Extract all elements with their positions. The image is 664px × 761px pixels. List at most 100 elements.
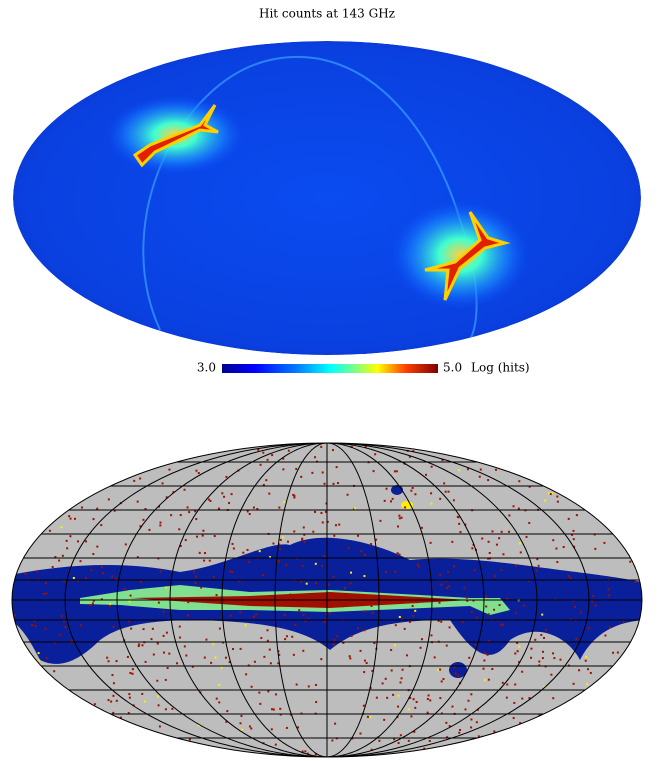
- speckle: [394, 571, 396, 573]
- speckle: [603, 542, 605, 544]
- speckle: [506, 697, 508, 699]
- speckle: [179, 626, 181, 628]
- figure: Hit counts at 143 GHz 3.0 5.0 Log (hits): [0, 0, 664, 761]
- speckle: [488, 679, 490, 681]
- speckle: [439, 498, 441, 500]
- speckle: [523, 605, 525, 607]
- speckle: [159, 725, 161, 727]
- speckle: [243, 603, 245, 605]
- speckle: [187, 614, 189, 616]
- speckle: [550, 674, 552, 676]
- speckle: [218, 684, 220, 686]
- speckle: [479, 476, 481, 478]
- speckle: [517, 650, 519, 652]
- speckle: [395, 624, 397, 626]
- speckle: [331, 739, 333, 741]
- speckle: [141, 693, 143, 695]
- speckle: [323, 555, 325, 557]
- speckle: [414, 610, 416, 612]
- speckle: [306, 583, 308, 585]
- speckle: [414, 493, 416, 495]
- speckle: [473, 569, 475, 571]
- speckle: [287, 541, 289, 543]
- speckle: [453, 565, 455, 567]
- speckle: [232, 543, 234, 545]
- speckle: [382, 682, 384, 684]
- speckle: [225, 476, 227, 478]
- speckle: [163, 635, 165, 637]
- speckle: [229, 570, 231, 572]
- speckle: [73, 577, 75, 579]
- speckle: [223, 496, 225, 498]
- speckle: [622, 620, 624, 622]
- speckle: [216, 698, 218, 700]
- speckle: [487, 654, 489, 656]
- speckle: [401, 517, 403, 519]
- speckle: [209, 560, 211, 562]
- speckle: [333, 639, 335, 641]
- speckle: [386, 697, 388, 699]
- speckle: [370, 603, 372, 605]
- speckle: [202, 530, 204, 532]
- speckle: [160, 522, 162, 524]
- speckle: [218, 508, 220, 510]
- speckle: [559, 659, 561, 661]
- speckle: [157, 695, 159, 697]
- speckle: [204, 657, 206, 659]
- speckle: [468, 657, 470, 659]
- speckle: [364, 660, 366, 662]
- speckle: [364, 610, 366, 612]
- speckle: [205, 639, 207, 641]
- speckle: [267, 640, 269, 642]
- speckle: [311, 472, 313, 474]
- speckle: [213, 576, 215, 578]
- speckle: [530, 657, 532, 659]
- speckle: [152, 628, 154, 630]
- speckle: [557, 501, 559, 503]
- speckle: [467, 468, 469, 470]
- speckle: [81, 507, 83, 509]
- speckle: [291, 636, 293, 638]
- speckle: [518, 480, 520, 482]
- speckle: [568, 518, 570, 520]
- speckle: [430, 542, 432, 544]
- speckle: [64, 626, 66, 628]
- speckle: [556, 496, 558, 498]
- speckle: [129, 672, 131, 674]
- speckle: [347, 494, 349, 496]
- speckle: [360, 650, 362, 652]
- speckle: [70, 518, 72, 520]
- speckle: [62, 555, 64, 557]
- speckle: [284, 614, 286, 616]
- speckle: [85, 540, 87, 542]
- speckle: [106, 657, 108, 659]
- speckle: [466, 597, 468, 599]
- speckle: [196, 536, 198, 538]
- speckle: [300, 581, 302, 583]
- speckle: [278, 560, 280, 562]
- speckle: [413, 698, 415, 700]
- speckle: [255, 614, 257, 616]
- speckle: [448, 491, 450, 493]
- speckle: [138, 643, 140, 645]
- speckle: [25, 573, 27, 575]
- speckle: [344, 587, 346, 589]
- speckle: [514, 683, 516, 685]
- speckle: [470, 718, 472, 720]
- speckle: [260, 637, 262, 639]
- speckle: [548, 492, 550, 494]
- speckle: [485, 596, 487, 598]
- speckle: [483, 659, 485, 661]
- speckle: [280, 539, 282, 541]
- speckle: [322, 471, 324, 473]
- speckle: [113, 682, 115, 684]
- speckle: [79, 560, 81, 562]
- speckle: [409, 621, 411, 623]
- map-title: Hit counts at 143 GHz: [259, 7, 395, 21]
- speckle: [230, 615, 232, 617]
- speckle: [332, 483, 334, 485]
- speckle: [140, 581, 142, 583]
- speckle: [262, 574, 264, 576]
- speckle: [458, 732, 460, 734]
- speckle: [396, 470, 398, 472]
